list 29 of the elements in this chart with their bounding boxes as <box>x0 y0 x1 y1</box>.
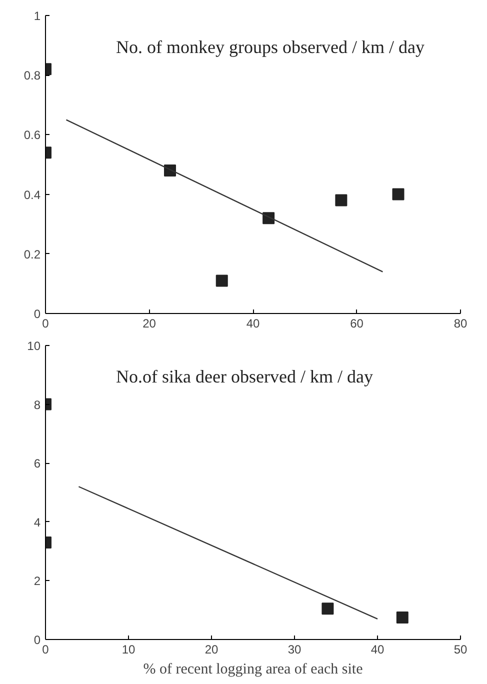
y-tick-label: 0.2 <box>24 247 41 262</box>
point <box>335 194 348 206</box>
x-tick-label: 60 <box>350 316 364 330</box>
y-tick-label: 10 <box>27 339 41 353</box>
x-tick-label: 50 <box>454 642 468 656</box>
text: No. of monkey groups observed / km / day <box>116 37 425 58</box>
point <box>392 188 404 200</box>
x-tick-label: 0 <box>42 316 50 330</box>
x-tick-label: 20 <box>142 316 156 330</box>
y-tick-label: 0.4 <box>24 188 41 202</box>
y-tick-label: 4 <box>34 515 41 530</box>
x-axis-title: % of recent logging area of each site <box>143 662 364 678</box>
x-tick-label: 40 <box>370 642 384 656</box>
y-tick-label: 0 <box>34 633 41 647</box>
text: No.of sika deer observed / km / day <box>116 366 373 387</box>
x-tick-label: 40 <box>246 316 260 330</box>
x-tick-label: 20 <box>204 642 218 656</box>
x-tick-label: 80 <box>454 316 468 330</box>
y-tick-label: 8 <box>34 398 41 412</box>
point <box>216 274 228 287</box>
y-tick-label: 2 <box>34 574 41 588</box>
y-tick-label: 6 <box>34 456 41 471</box>
y-tick-label: 0.6 <box>24 128 41 142</box>
x-tick-label: 30 <box>288 642 302 656</box>
y-tick-label: 1 <box>34 9 41 23</box>
y-tick-label: 0.8 <box>24 68 41 83</box>
x-tick-label: 0 <box>42 642 50 656</box>
y-tick-label: 0 <box>34 307 41 321</box>
x-tick-label: 10 <box>122 642 136 656</box>
